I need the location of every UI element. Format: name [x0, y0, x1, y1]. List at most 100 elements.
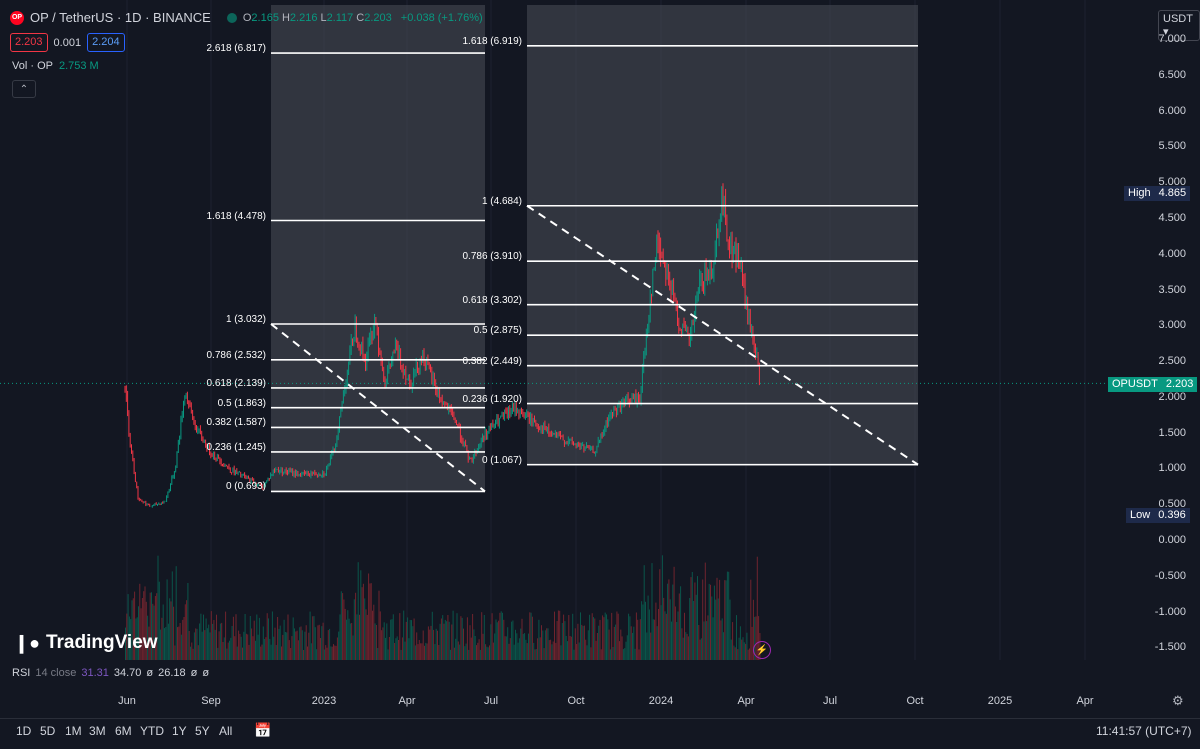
- volume-bar: [499, 612, 501, 660]
- ohlc-key-c: C: [356, 11, 365, 24]
- volume-bar: [681, 628, 683, 660]
- volume-bar: [316, 649, 318, 660]
- rsi-legend[interactable]: RSI 14 close 31.31 34.70 ø 26.18 ø ø: [12, 667, 209, 679]
- time-axis-label: 2024: [648, 695, 674, 707]
- volume-bar: [138, 606, 139, 660]
- volume-bar: [582, 626, 584, 660]
- volume-bar: [292, 617, 294, 660]
- volume-bar: [431, 611, 433, 660]
- volume-bar: [394, 643, 396, 660]
- volume-bar: [160, 629, 162, 660]
- volume-bar: [255, 640, 256, 660]
- symbol-legend[interactable]: OP OP / TetherUS · 1D · BINANCE O 2.165 H 2…: [10, 10, 486, 25]
- volume-bar: [307, 646, 308, 660]
- volume-legend[interactable]: Vol · OP 2.753 M: [12, 60, 99, 72]
- volume-bar: [495, 619, 497, 660]
- volume-bar: [643, 565, 645, 660]
- volume-bar: [223, 637, 225, 660]
- volume-bar: [323, 649, 325, 660]
- volume-bar: [635, 612, 637, 660]
- timeframe-button-5y[interactable]: 5Y: [195, 724, 210, 738]
- volume-bar: [608, 629, 610, 660]
- price-axis-label: 0.500: [1158, 498, 1186, 511]
- volume-bar: [184, 604, 186, 660]
- volume-bar: [633, 626, 635, 660]
- settings-gear-icon[interactable]: ⚙: [1172, 693, 1184, 708]
- fib-level-label-left: 0.786 (2.532): [206, 349, 267, 361]
- volume-bar: [413, 618, 415, 660]
- ohlc-key-o: O: [242, 11, 252, 24]
- volume-bar: [507, 627, 509, 660]
- volume-bar: [710, 584, 711, 660]
- volume-bar: [200, 613, 202, 660]
- buy-button[interactable]: 2.204: [87, 33, 125, 52]
- volume-bar: [522, 633, 524, 660]
- market-status-icon[interactable]: [226, 12, 237, 23]
- volume-bar: [310, 643, 312, 660]
- volume-bar: [478, 639, 480, 660]
- volume-bar: [446, 621, 448, 660]
- rsi-value-2: 34.70: [113, 667, 142, 679]
- volume-bar: [362, 583, 364, 660]
- current-price-tag: OPUSDT 2.203: [1108, 377, 1198, 392]
- volume-bar: [127, 594, 129, 660]
- volume-bar: [552, 641, 554, 660]
- calendar-range-icon[interactable]: 📅: [254, 722, 272, 738]
- volume-bar: [209, 632, 211, 660]
- volume-value: 2.753 M: [58, 60, 99, 72]
- timeframe-button-1m[interactable]: 1M: [65, 724, 82, 738]
- fib-zone-left: [271, 5, 485, 491]
- volume-bar: [148, 626, 150, 660]
- volume-bar: [476, 645, 477, 660]
- fib-level-label-right: 0.382 (2.449): [462, 355, 523, 367]
- volume-bar: [694, 582, 696, 660]
- volume-bar: [437, 630, 438, 660]
- timeframe-button-3m[interactable]: 3M: [89, 724, 106, 738]
- clock-display[interactable]: 11:41:57 (UTC+7): [1096, 724, 1192, 738]
- volume-label: Vol · OP: [12, 60, 53, 72]
- volume-bar: [470, 637, 472, 660]
- volume-bar: [520, 628, 522, 660]
- volume-bar: [750, 579, 752, 660]
- volume-bar: [400, 649, 402, 660]
- volume-bar: [149, 592, 151, 660]
- price-chart[interactable]: [0, 0, 1200, 718]
- volume-bar: [738, 637, 740, 660]
- timeframe-button-5d[interactable]: 5D: [40, 724, 56, 738]
- sell-button[interactable]: 2.203: [10, 33, 48, 52]
- volume-bar: [746, 632, 748, 660]
- volume-bar: [234, 636, 236, 660]
- symbol-title[interactable]: OP / TetherUS · 1D · BINANCE: [30, 10, 211, 25]
- volume-bar: [370, 583, 372, 660]
- volume-bar: [426, 643, 428, 660]
- volume-bar: [231, 626, 233, 660]
- fib-level-label-left: 0.236 (1.245): [206, 441, 267, 453]
- lightning-icon[interactable]: ⚡: [753, 641, 771, 659]
- volume-bar: [460, 616, 462, 660]
- volume-bar: [258, 617, 260, 660]
- time-axis-label: 2023: [311, 695, 337, 707]
- timeframe-button-1y[interactable]: 1Y: [172, 724, 187, 738]
- timeframe-button-1d[interactable]: 1D: [16, 724, 32, 738]
- volume-bar: [559, 610, 561, 660]
- price-axis-label: -1.500: [1154, 641, 1186, 654]
- volume-bar: [512, 620, 514, 660]
- volume-bar: [451, 624, 453, 660]
- volume-bar: [330, 646, 332, 660]
- timeframe-button-6m[interactable]: 6M: [115, 724, 132, 738]
- chevron-up-icon[interactable]: ⌃: [12, 80, 36, 98]
- volume-bar: [469, 625, 471, 660]
- time-axis-label: Oct: [567, 695, 585, 707]
- timeframe-button-all[interactable]: All: [219, 724, 233, 738]
- volume-bar: [687, 636, 689, 660]
- volume-bar: [284, 632, 286, 660]
- volume-bar: [245, 633, 247, 660]
- volume-bar: [144, 586, 146, 660]
- volume-bar: [407, 617, 409, 660]
- timeframe-button-ytd[interactable]: YTD: [140, 724, 164, 738]
- volume-bar: [161, 617, 163, 660]
- volume-bar: [734, 647, 736, 660]
- volume-bar: [542, 630, 544, 660]
- volume-bar: [511, 621, 513, 660]
- volume-bar: [313, 616, 315, 660]
